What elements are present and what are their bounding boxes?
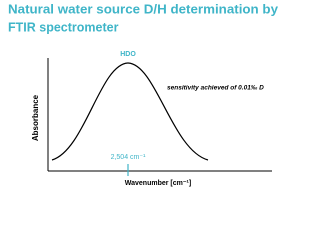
peak-label: HDO	[120, 51, 136, 58]
peak-position-label: 2,504 cm⁻¹	[111, 154, 146, 161]
annotation: sensitivity achieved of 0.01‰ D	[167, 85, 264, 92]
x-axis-label: Wavenumber [cm⁻¹]	[125, 180, 191, 187]
graphical-abstract: Natural water source D/H determination b…	[8, 2, 278, 187]
title-line: Natural water source D/H determination b…	[8, 2, 278, 16]
title-line: FTIR spectrometer	[8, 20, 119, 34]
y-axis-label: Absorbance	[31, 94, 40, 141]
absorbance-curve	[51, 62, 209, 161]
